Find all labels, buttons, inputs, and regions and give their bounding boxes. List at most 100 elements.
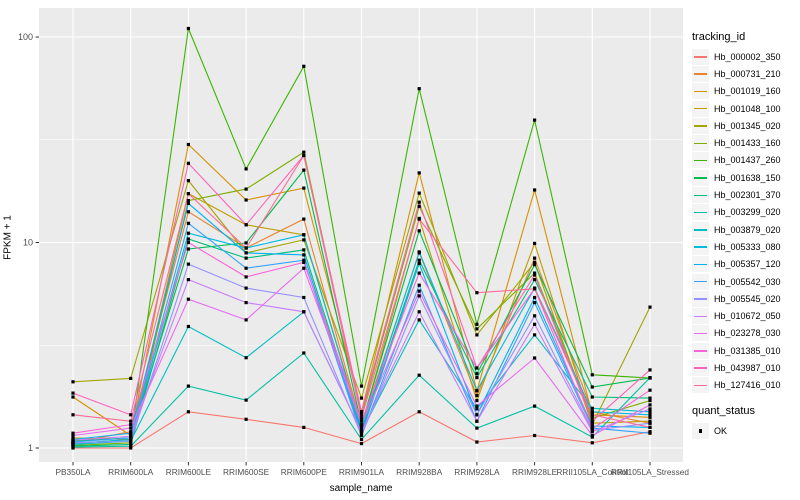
legend-label: Hb_000731_210 [714, 68, 781, 79]
data-point [475, 404, 479, 408]
legend-row-Hb_001019_160: Hb_001019_160 [692, 83, 798, 100]
legend-label: Hb_001019_160 [714, 86, 781, 97]
data-point [590, 433, 594, 438]
data-point [71, 431, 75, 435]
data-point [648, 413, 652, 417]
legend-label: Hb_001638_150 [714, 172, 781, 183]
legend-label: Hb_005542_030 [714, 276, 781, 287]
legend-key-icon [692, 169, 709, 186]
data-point [359, 430, 364, 434]
data-point [186, 237, 190, 241]
legend-key-icon [692, 65, 709, 82]
legend-key-icon [692, 48, 709, 65]
y-axis-title: FPKM + 1 [2, 215, 14, 260]
data-point [648, 410, 652, 414]
data-point [244, 417, 248, 421]
data-point [475, 440, 479, 444]
data-point [475, 389, 479, 393]
data-point [129, 431, 133, 435]
data-point [71, 413, 75, 417]
data-point [302, 248, 306, 252]
data-point [475, 322, 479, 326]
data-point [186, 192, 190, 196]
data-point [475, 419, 479, 423]
legend-key-icon [692, 221, 709, 238]
data-point [129, 419, 133, 423]
data-point [533, 188, 537, 192]
data-point [129, 446, 133, 450]
data-point [244, 301, 248, 305]
legend-label: Hb_003879_020 [714, 224, 781, 235]
legend-key-icon [692, 100, 709, 117]
x-tick-label: RRII105LA_Control [556, 467, 628, 477]
data-point [417, 229, 421, 233]
legend-key-icon [692, 135, 709, 152]
data-point [417, 258, 421, 262]
data-point [590, 385, 594, 389]
data-point [359, 433, 364, 438]
data-point [244, 251, 248, 255]
y-tick-label: 10 [23, 238, 33, 248]
data-point [186, 199, 190, 203]
data-point [533, 271, 537, 275]
legend-label: Hb_043987_010 [714, 362, 781, 373]
data-point [475, 366, 479, 370]
legend-row-Hb_127416_010: Hb_127416_010 [692, 377, 798, 394]
data-point [475, 333, 479, 337]
data-point [533, 263, 537, 267]
data-point [244, 167, 248, 171]
data-point [533, 118, 537, 122]
legend-label: Hb_005357_120 [714, 259, 781, 270]
data-point [417, 191, 421, 195]
x-tick-labels: PB350LA RRIM600LA RRIM600LE RRIM600SE RRIM60… [55, 467, 689, 477]
legend-row-Hb_001437_260: Hb_001437_260 [692, 152, 798, 169]
data-point [129, 434, 133, 438]
tracking-id-legend-title: tracking_id [692, 31, 746, 43]
data-point [302, 238, 306, 242]
data-point [590, 441, 594, 445]
data-point [244, 223, 248, 227]
data-point [71, 433, 75, 438]
data-point [533, 295, 537, 300]
data-point [533, 273, 537, 277]
legend-key-icon [692, 83, 709, 100]
legend-label: Hb_010672_050 [714, 311, 781, 322]
data-point [417, 87, 421, 91]
legend-row-Hb_002301_370: Hb_002301_370 [692, 186, 798, 204]
data-point [475, 376, 479, 380]
legend-row-Hb_005545_020: Hb_005545_020 [692, 290, 798, 307]
legend-label: Hb_001048_100 [714, 103, 781, 114]
data-point [475, 426, 479, 430]
data-point [359, 410, 364, 414]
quant-status-legend-title: quant_status [692, 404, 755, 417]
data-point [186, 384, 190, 388]
data-point [359, 416, 364, 420]
data-point [302, 186, 306, 190]
x-tick-label: RRIM928LE [512, 467, 558, 477]
legend-key-icon [692, 187, 709, 204]
tracking-id-legend-rows: Hb_000002_350 Hb_000731_210 Hb_001019_160 H… [692, 48, 798, 394]
legend-row-Hb_000731_210: Hb_000731_210 [692, 65, 798, 82]
legend-label: Hb_001437_260 [714, 155, 781, 166]
data-point [533, 260, 537, 264]
data-point [129, 426, 133, 430]
legend-row-Hb_001433_160: Hb_001433_160 [692, 134, 798, 152]
data-point [648, 376, 652, 380]
data-point [590, 427, 594, 431]
data-point [244, 241, 248, 245]
data-point [71, 438, 75, 442]
data-point [186, 247, 190, 251]
data-point [417, 217, 421, 221]
data-point [533, 314, 537, 318]
x-tick-label: RRIM600PE [281, 467, 328, 477]
data-point [244, 246, 248, 250]
data-point [186, 410, 190, 414]
data-point [590, 406, 594, 410]
legend-key-icon [692, 325, 709, 342]
data-point [71, 441, 75, 445]
x-tick-label: RRIM901LA [339, 467, 385, 477]
data-points [71, 26, 652, 450]
x-tick-label: RRIM600SE [223, 467, 270, 477]
